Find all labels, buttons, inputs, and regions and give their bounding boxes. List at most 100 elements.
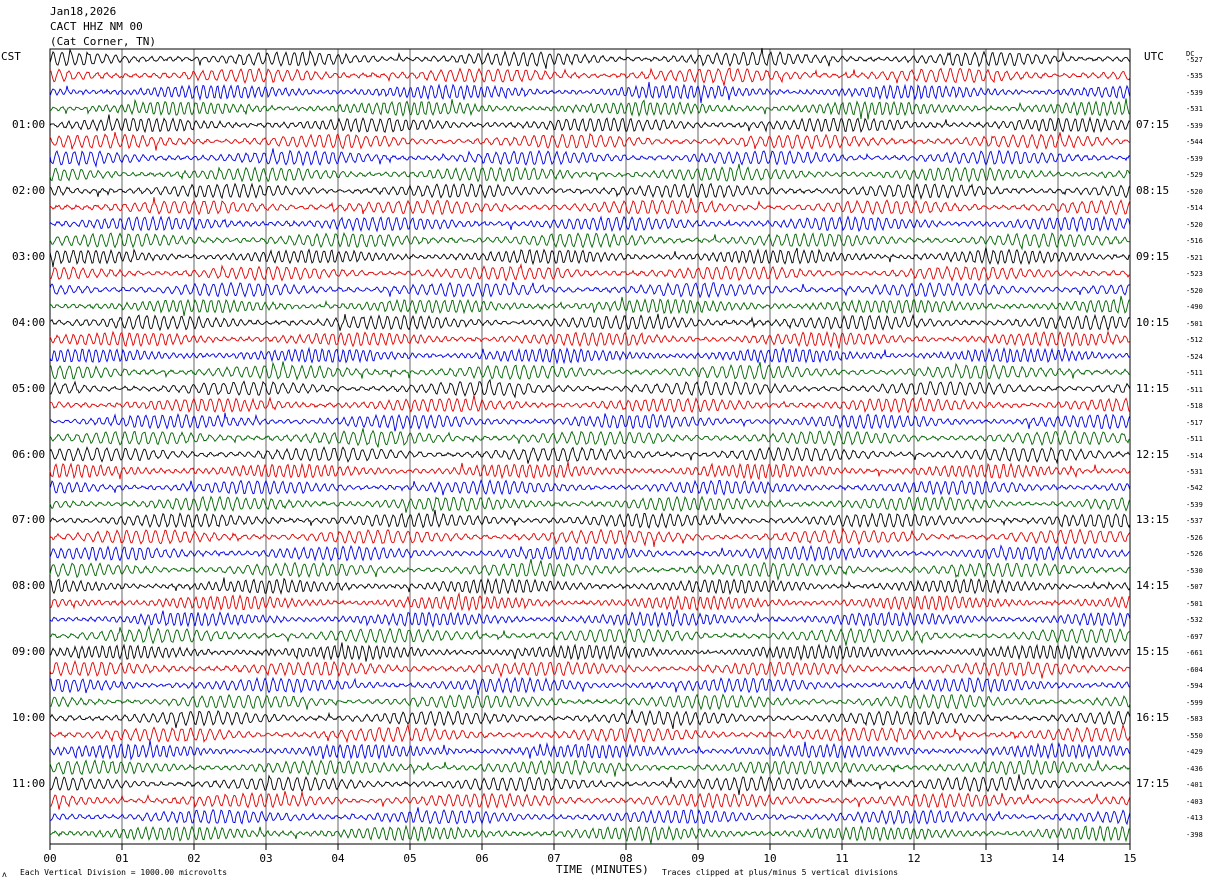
cst-hour-label: 05:00 [12,381,46,395]
dc-offset-label: -537 [1186,517,1203,526]
trace-line [49,495,1131,513]
dc-offset-label: -413 [1186,814,1203,823]
trace-line [49,461,1131,481]
dc-offset-label: -531 [1186,105,1203,114]
cst-hour-label: 06:00 [12,447,46,461]
minute-grid [49,48,1131,845]
dc-offset-label: -401 [1186,781,1203,790]
trace-line [49,824,1131,844]
trace-line [49,558,1131,582]
trace-line [49,544,1131,563]
left-timezone: CST [1,50,21,63]
dc-offset-label: -526 [1186,533,1203,542]
trace-line [49,446,1131,465]
x-axis-title: TIME (MINUTES) [556,863,649,876]
dc-offset-label: -511 [1186,369,1203,378]
dc-offset-label: -523 [1186,270,1203,279]
dc-header: DC [1186,50,1195,58]
x-tick-label: 00 [43,852,56,865]
x-tick-label: 11 [835,852,848,865]
x-tick-label: 09 [691,852,704,865]
clip-note: Traces clipped at plus/minus 5 vertical … [662,868,899,877]
cst-hour-label: 11:00 [12,777,46,791]
dc-offset-label: -511 [1186,435,1203,444]
trace-line [49,791,1131,810]
dc-offset-label: -530 [1186,566,1203,575]
utc-hour-label: 07:15 [1136,117,1170,131]
x-tick-label: 05 [403,852,416,865]
dc-offset-label: -429 [1186,748,1203,757]
utc-hour-label: 11:15 [1136,381,1170,395]
utc-hour-label: 16:15 [1136,711,1170,725]
x-tick-label: 03 [259,852,272,865]
trace-line [49,148,1131,169]
utc-hour-label: 10:15 [1136,315,1170,329]
utc-hour-label: 08:15 [1136,183,1170,197]
station-label: CACT HHZ NM 00 [50,20,143,33]
x-tick-label: 01 [115,852,128,865]
utc-hour-label: 09:15 [1136,249,1170,263]
dc-offset-label: -501 [1186,599,1203,608]
x-axis: 00 01 02 03 04 05 06 07 08 09 10 11 12 13 14 15 [43,844,1137,865]
cst-hour-label: 07:00 [12,513,46,527]
cst-hour-label: 10:00 [12,711,46,725]
trace-line [49,609,1131,628]
utc-hour-label: 15:15 [1136,645,1170,659]
dc-offset-label: -514 [1186,451,1203,460]
trace-line [49,479,1131,496]
trace-line [49,247,1131,268]
trace-line [49,428,1131,448]
cst-hour-label: 09:00 [12,645,46,659]
seismic-traces [49,47,1131,844]
x-tick-label: 10 [763,852,776,865]
dc-offset-label: -535 [1186,72,1203,81]
dc-offset-label: -507 [1186,583,1203,592]
trace-line [49,660,1131,679]
dc-offset-label: -539 [1186,88,1203,97]
trace-line [50,807,1131,826]
dc-offset-label: -550 [1186,731,1203,740]
x-tick-label: 14 [1051,852,1065,865]
trace-line [49,577,1131,596]
dc-offset-label: -604 [1186,665,1203,674]
dc-offset-label: -542 [1186,484,1203,493]
utc-hour-label: 17:15 [1136,777,1170,791]
utc-hour-label: 13:15 [1136,513,1170,527]
dc-offset-label: -490 [1186,303,1203,312]
dc-offset-label: -539 [1186,121,1203,130]
utc-hour-label: 14:15 [1136,579,1170,593]
dc-offset-label: -398 [1186,830,1203,839]
trace-line [49,81,1131,104]
x-tick-label: 13 [979,852,992,865]
dc-offset-label: -516 [1186,237,1203,246]
dc-offset-label: -520 [1186,220,1203,229]
scale-note: Each Vertical Division = 1000.00 microvo… [20,868,228,877]
dc-offset-label: -539 [1186,500,1203,509]
dc-offset-label: -539 [1186,154,1203,163]
trace-line [49,642,1131,662]
trace-line [49,329,1131,349]
trace-line [49,313,1131,332]
utc-hour-label: 12:15 [1136,447,1170,461]
trace-line [49,98,1131,120]
trace-line [49,412,1131,432]
cst-hour-label: 04:00 [12,315,46,329]
trace-line [49,709,1131,730]
dc-offset-label: -517 [1186,418,1203,427]
trace-line [49,346,1131,365]
x-tick-label: 15 [1123,852,1136,865]
cst-hour-label: 01:00 [12,117,46,131]
dc-offset-label: -532 [1186,616,1203,625]
trace-line [49,295,1131,317]
cst-hour-label: 02:00 [12,183,46,197]
trace-line [49,114,1131,134]
trace-line [49,676,1131,696]
trace-line [49,47,1131,69]
x-tick-label: 12 [907,852,920,865]
dc-offset-label: -531 [1186,467,1203,476]
trace-line [49,740,1131,761]
dc-offset-label: -527 [1186,56,1203,64]
dc-offset-label: -524 [1186,352,1203,361]
cst-hour-label: 08:00 [12,579,46,593]
